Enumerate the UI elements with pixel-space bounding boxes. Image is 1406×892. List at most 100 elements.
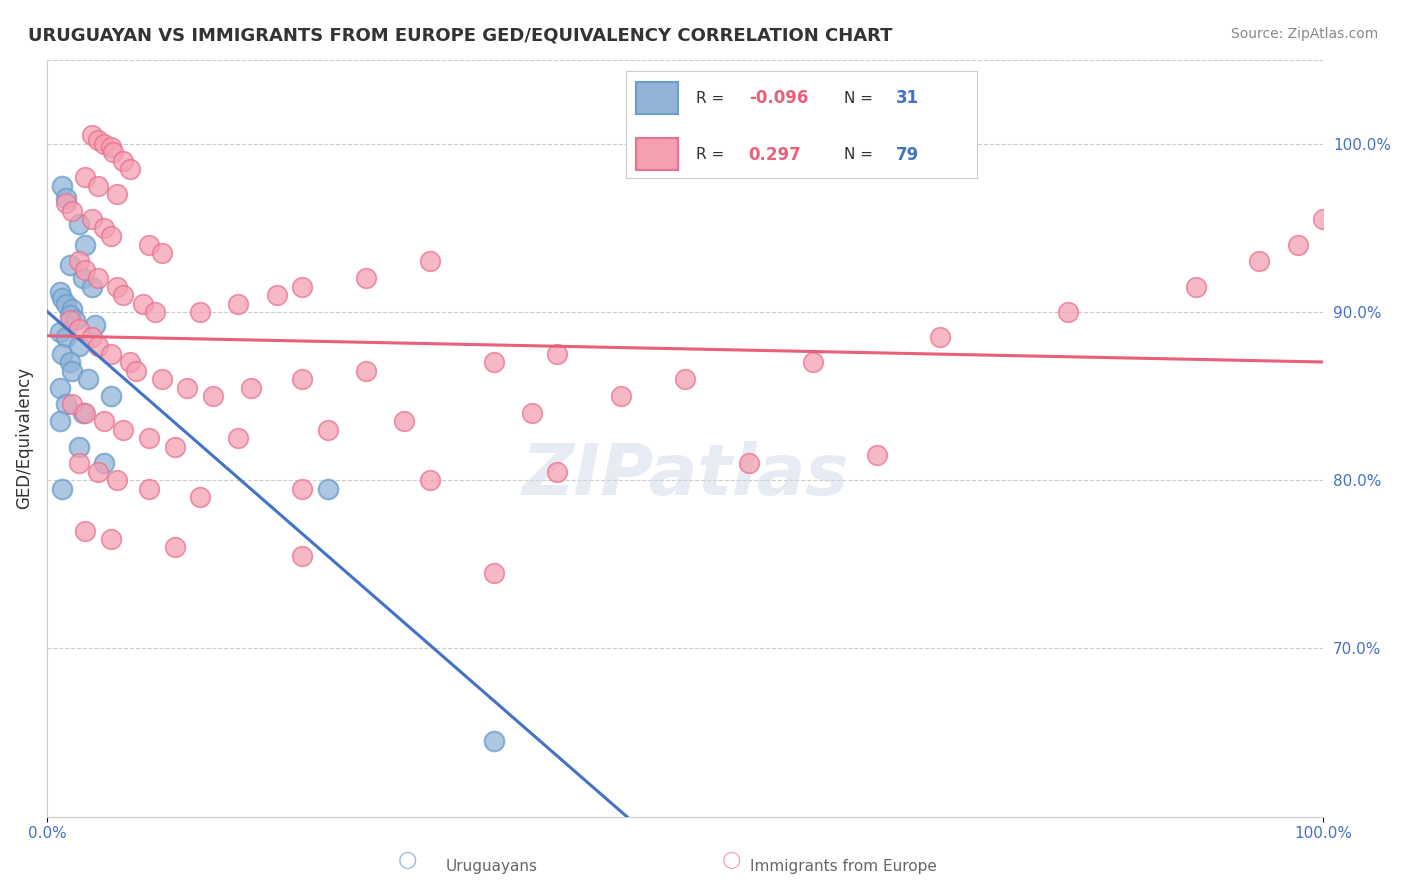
Point: [72, 406, 94, 420]
Point: [67, 440, 90, 454]
Text: N =: N =: [844, 147, 877, 162]
Y-axis label: GED/Equivalency: GED/Equivalency: [15, 367, 32, 509]
Point: [100, 532, 122, 546]
Text: ○: ○: [721, 850, 741, 870]
Point: [112, 288, 135, 302]
Point: [67, 338, 90, 352]
Text: R =: R =: [696, 147, 730, 162]
Point: [100, 347, 122, 361]
Point: [266, 288, 288, 302]
Point: [112, 423, 135, 437]
Point: [546, 347, 568, 361]
Point: [316, 482, 339, 496]
Point: [59, 313, 82, 327]
Point: [176, 381, 198, 395]
Point: [546, 465, 568, 479]
Point: [240, 381, 263, 395]
Point: [228, 296, 250, 310]
Point: [76, 372, 98, 386]
Point: [55, 190, 77, 204]
Point: [48, 381, 70, 395]
Point: [87, 133, 110, 147]
Point: [87, 178, 110, 193]
Point: [48, 325, 70, 339]
Point: [150, 372, 173, 386]
Point: [75, 237, 97, 252]
Point: [55, 195, 77, 210]
Point: [354, 364, 377, 378]
Point: [150, 246, 173, 260]
Point: [62, 364, 84, 378]
Point: [394, 414, 416, 428]
Point: [62, 397, 84, 411]
FancyBboxPatch shape: [636, 82, 678, 114]
Point: [51, 482, 73, 496]
Point: [801, 355, 824, 369]
Point: [419, 473, 441, 487]
Point: [80, 128, 103, 143]
Point: [55, 397, 77, 411]
Point: [75, 170, 97, 185]
Point: [84, 318, 107, 333]
Point: [188, 305, 211, 319]
Point: [138, 237, 160, 252]
Point: [228, 431, 250, 445]
Point: [105, 187, 128, 202]
Point: [291, 482, 314, 496]
Point: [87, 338, 110, 352]
Point: [865, 448, 887, 462]
Text: ZIPatlas: ZIPatlas: [522, 442, 849, 510]
Point: [673, 372, 696, 386]
Point: [291, 372, 314, 386]
Text: N =: N =: [844, 91, 877, 105]
Point: [51, 347, 73, 361]
Point: [103, 145, 125, 160]
Point: [80, 279, 103, 293]
Point: [48, 285, 70, 299]
Point: [93, 220, 115, 235]
Text: URUGUAYAN VS IMMIGRANTS FROM EUROPE GED/EQUIVALENCY CORRELATION CHART: URUGUAYAN VS IMMIGRANTS FROM EUROPE GED/…: [28, 27, 893, 45]
Point: [482, 734, 505, 748]
Point: [75, 263, 97, 277]
Point: [80, 330, 103, 344]
Text: 31: 31: [897, 89, 920, 107]
Point: [131, 296, 153, 310]
Point: [93, 136, 115, 151]
Point: [482, 566, 505, 580]
Point: [125, 364, 148, 378]
Text: ○: ○: [398, 850, 418, 870]
Text: Source: ZipAtlas.com: Source: ZipAtlas.com: [1230, 27, 1378, 41]
Point: [1249, 254, 1271, 268]
Point: [163, 440, 186, 454]
Point: [62, 204, 84, 219]
Point: [163, 541, 186, 555]
Point: [118, 355, 141, 369]
Point: [100, 140, 122, 154]
Point: [354, 271, 377, 285]
Point: [100, 389, 122, 403]
Point: [75, 406, 97, 420]
Text: 79: 79: [897, 146, 920, 164]
Text: R =: R =: [696, 91, 730, 105]
FancyBboxPatch shape: [636, 137, 678, 169]
Point: [59, 308, 82, 322]
Point: [1184, 279, 1206, 293]
Point: [105, 473, 128, 487]
Point: [72, 271, 94, 285]
Point: [1057, 305, 1080, 319]
Point: [291, 549, 314, 563]
Point: [87, 271, 110, 285]
Point: [118, 161, 141, 176]
Point: [59, 355, 82, 369]
Point: [738, 456, 761, 470]
Point: [316, 423, 339, 437]
Point: [112, 153, 135, 168]
Point: [67, 456, 90, 470]
Point: [145, 305, 167, 319]
Point: [138, 482, 160, 496]
Point: [87, 465, 110, 479]
Point: [93, 456, 115, 470]
Point: [63, 313, 86, 327]
Point: [610, 389, 633, 403]
Point: [1286, 237, 1309, 252]
